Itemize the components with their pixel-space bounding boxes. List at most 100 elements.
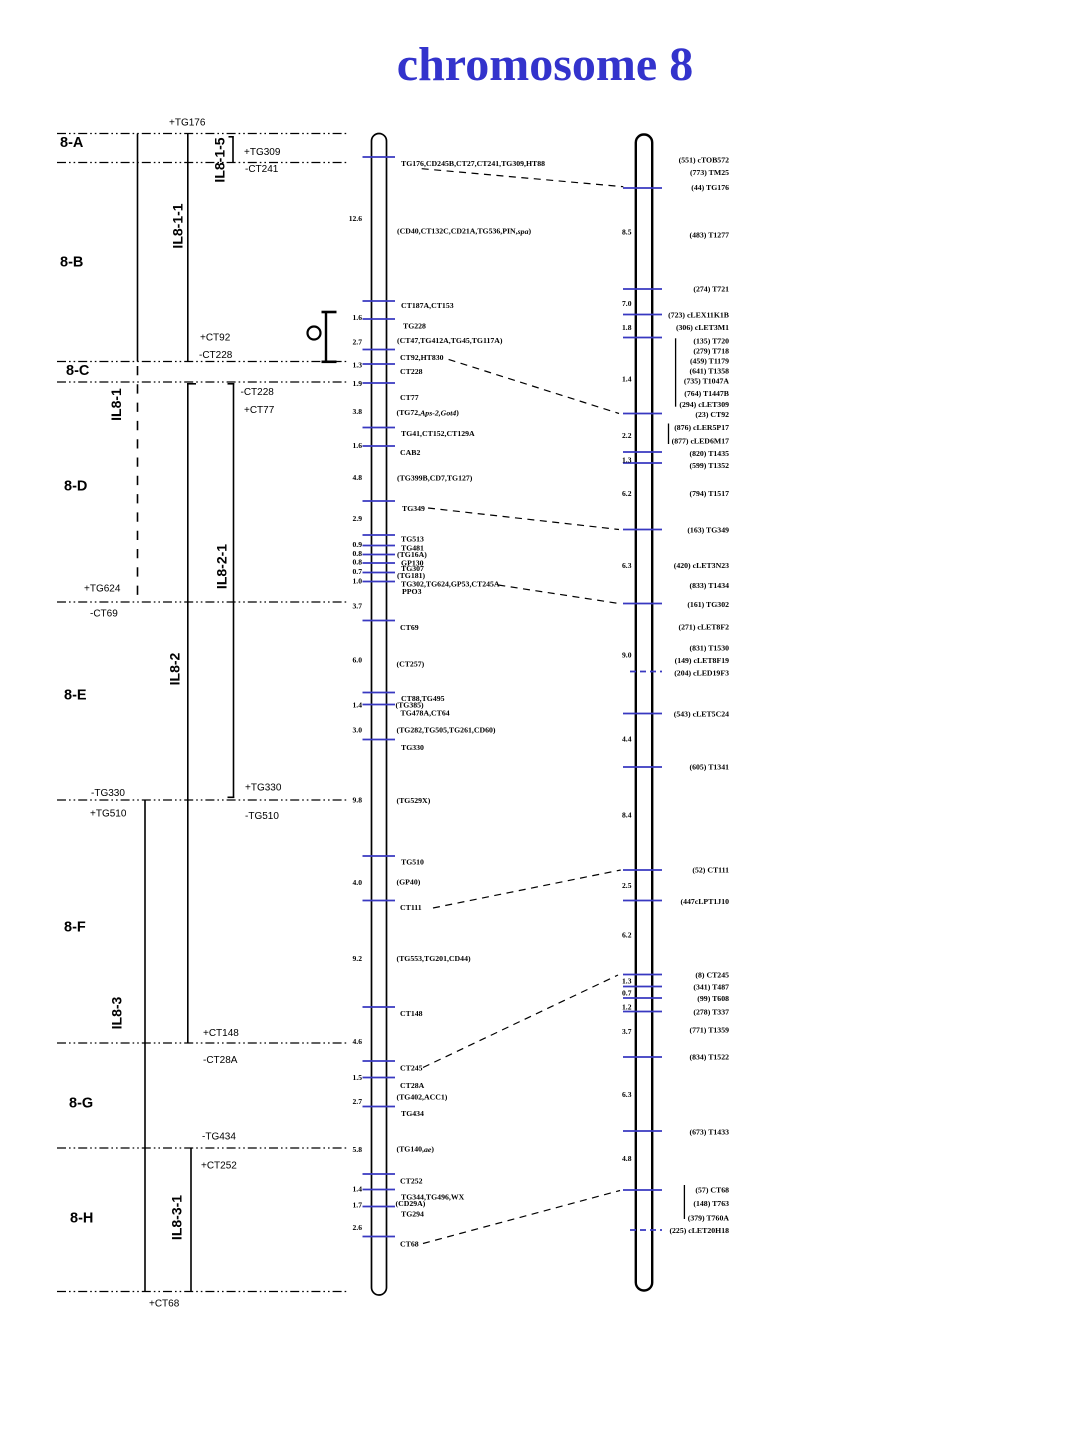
svg-text:(341) T487: (341) T487 bbox=[693, 983, 729, 992]
svg-text:(599) T1352: (599) T1352 bbox=[690, 461, 730, 470]
svg-text:8.4: 8.4 bbox=[622, 811, 632, 820]
svg-text:(TG72,Aps-2,Got4): (TG72,Aps-2,Got4) bbox=[397, 408, 460, 417]
svg-text:CT111: CT111 bbox=[400, 903, 422, 912]
svg-text:(306) cLET3M1: (306) cLET3M1 bbox=[676, 323, 729, 332]
svg-text:6.3: 6.3 bbox=[622, 561, 632, 570]
svg-text:-CT241: -CT241 bbox=[245, 164, 279, 175]
svg-text:8-E: 8-E bbox=[64, 688, 87, 704]
svg-text:CAB2: CAB2 bbox=[400, 448, 420, 457]
svg-text:CT92,HT830: CT92,HT830 bbox=[400, 353, 444, 362]
svg-text:CT252: CT252 bbox=[400, 1177, 423, 1186]
svg-text:9.2: 9.2 bbox=[353, 954, 363, 963]
svg-text:CT77: CT77 bbox=[400, 393, 419, 402]
svg-text:2.9: 2.9 bbox=[353, 514, 363, 523]
svg-text:8-H: 8-H bbox=[70, 1211, 93, 1227]
svg-text:0.7: 0.7 bbox=[622, 989, 632, 998]
svg-text:(52) CT111: (52) CT111 bbox=[692, 866, 729, 875]
svg-text:CT68: CT68 bbox=[400, 1240, 419, 1249]
svg-text:-TG510: -TG510 bbox=[245, 811, 279, 822]
svg-text:8-B: 8-B bbox=[60, 255, 83, 271]
svg-text:TG176,CD245B,CT27,CT241,TG309,: TG176,CD245B,CT27,CT241,TG309,HT88 bbox=[401, 159, 545, 168]
svg-text:+CT77: +CT77 bbox=[244, 405, 275, 416]
svg-text:0.8: 0.8 bbox=[353, 558, 363, 567]
svg-text:(735) T1047A: (735) T1047A bbox=[684, 377, 729, 386]
svg-text:+TG309: +TG309 bbox=[244, 147, 281, 158]
svg-text:(278) T337: (278) T337 bbox=[693, 1008, 729, 1017]
svg-text:(551) cTOB572: (551) cTOB572 bbox=[679, 156, 729, 165]
svg-text:TG228: TG228 bbox=[403, 322, 426, 331]
svg-text:1.6: 1.6 bbox=[353, 441, 363, 450]
svg-text:(673) T1433: (673) T1433 bbox=[690, 1128, 730, 1137]
svg-text:8-G: 8-G bbox=[69, 1096, 93, 1112]
svg-text:(420) cLET3N23: (420) cLET3N23 bbox=[674, 561, 729, 570]
svg-text:2.7: 2.7 bbox=[353, 1097, 363, 1106]
svg-text:6.0: 6.0 bbox=[353, 656, 363, 665]
svg-text:CT148: CT148 bbox=[400, 1009, 423, 1018]
svg-text:3.7: 3.7 bbox=[622, 1027, 632, 1036]
svg-text:(TG140,ae): (TG140,ae) bbox=[397, 1145, 435, 1154]
svg-text:TG349: TG349 bbox=[402, 504, 425, 513]
svg-text:(294) cLET309: (294) cLET309 bbox=[679, 400, 729, 409]
svg-text:IL8-1-1: IL8-1-1 bbox=[170, 203, 186, 248]
svg-text:8-D: 8-D bbox=[64, 479, 87, 495]
svg-text:IL8-2: IL8-2 bbox=[167, 652, 183, 685]
svg-text:(764) T1447B: (764) T1447B bbox=[684, 389, 729, 398]
svg-text:1.5: 1.5 bbox=[353, 1073, 363, 1082]
svg-text:(CD29A): (CD29A) bbox=[396, 1199, 426, 1208]
svg-text:4.8: 4.8 bbox=[622, 1154, 632, 1163]
svg-text:TG478A,CT64: TG478A,CT64 bbox=[401, 709, 450, 718]
svg-text:1.0: 1.0 bbox=[353, 576, 363, 585]
svg-text:TG41,CT152,CT129A: TG41,CT152,CT129A bbox=[401, 429, 475, 438]
svg-text:(TG399B,CD7,TG127): (TG399B,CD7,TG127) bbox=[397, 474, 473, 483]
svg-text:(CD40,CT132C,CD21A,TG536,PIN,s: (CD40,CT132C,CD21A,TG536,PIN,spa) bbox=[397, 227, 531, 236]
svg-text:3.7: 3.7 bbox=[353, 602, 363, 611]
svg-text:CT187A,CT153: CT187A,CT153 bbox=[401, 301, 454, 310]
svg-text:6.2: 6.2 bbox=[622, 931, 632, 940]
svg-text:(161) TG302: (161) TG302 bbox=[687, 600, 729, 609]
svg-text:IL8-1: IL8-1 bbox=[108, 388, 124, 421]
svg-text:+TG510: +TG510 bbox=[90, 809, 127, 820]
svg-text:TG330: TG330 bbox=[401, 743, 424, 752]
svg-text:-CT28A: -CT28A bbox=[203, 1055, 238, 1066]
svg-text:3.0: 3.0 bbox=[353, 725, 363, 734]
svg-text:IL8-2-1: IL8-2-1 bbox=[214, 544, 230, 589]
svg-text:(163) TG349: (163) TG349 bbox=[687, 526, 729, 535]
svg-text:IL8-1-5: IL8-1-5 bbox=[212, 137, 228, 182]
svg-text:1.4: 1.4 bbox=[622, 375, 632, 384]
svg-text:2.6: 2.6 bbox=[353, 1223, 363, 1232]
svg-text:(723) cLEX11K1B: (723) cLEX11K1B bbox=[668, 310, 729, 319]
svg-text:(771) T1359: (771) T1359 bbox=[690, 1026, 730, 1035]
svg-text:(794) T1517: (794) T1517 bbox=[690, 489, 730, 498]
svg-text:0.8: 0.8 bbox=[353, 549, 363, 558]
svg-text:1.3: 1.3 bbox=[353, 361, 363, 370]
svg-text:(23) CT92: (23) CT92 bbox=[695, 410, 729, 419]
svg-text:(279) T718: (279) T718 bbox=[693, 347, 729, 356]
svg-text:(CT257): (CT257) bbox=[397, 660, 425, 669]
svg-text:TG344,TG496,WX: TG344,TG496,WX bbox=[401, 1193, 465, 1202]
svg-text:chromosome 8: chromosome 8 bbox=[397, 38, 693, 91]
svg-text:(TG385): (TG385) bbox=[396, 701, 425, 710]
svg-text:+CT252: +CT252 bbox=[201, 1161, 237, 1172]
svg-text:1.3: 1.3 bbox=[622, 977, 632, 986]
svg-text:(TG402,ACC1): (TG402,ACC1) bbox=[397, 1093, 448, 1102]
svg-text:+TG624: +TG624 bbox=[84, 584, 121, 595]
svg-text:(379) T760A: (379) T760A bbox=[688, 1213, 730, 1222]
svg-text:TG481: TG481 bbox=[401, 544, 424, 553]
svg-text:0.7: 0.7 bbox=[353, 567, 363, 576]
svg-text:1.7: 1.7 bbox=[353, 1201, 363, 1210]
svg-text:(135) T720: (135) T720 bbox=[693, 336, 729, 345]
svg-text:(99) T608: (99) T608 bbox=[697, 994, 729, 1003]
svg-text:+CT92: +CT92 bbox=[200, 333, 231, 344]
svg-text:(TG181): (TG181) bbox=[397, 571, 426, 580]
svg-text:-CT228: -CT228 bbox=[241, 387, 275, 398]
svg-text:(148) T763: (148) T763 bbox=[693, 1199, 729, 1208]
svg-text:TG302,TG624,GP53,CT245A: TG302,TG624,GP53,CT245A bbox=[401, 580, 500, 589]
svg-text:8.5: 8.5 bbox=[622, 228, 632, 237]
svg-text:(820) T1435: (820) T1435 bbox=[690, 449, 730, 458]
svg-text:(483) T1277: (483) T1277 bbox=[690, 230, 730, 239]
svg-text:1.3: 1.3 bbox=[622, 455, 632, 464]
svg-text:8-F: 8-F bbox=[64, 920, 86, 936]
svg-text:-CT69: -CT69 bbox=[90, 609, 118, 620]
svg-text:4.4: 4.4 bbox=[622, 734, 632, 743]
svg-text:8-A: 8-A bbox=[60, 135, 84, 151]
